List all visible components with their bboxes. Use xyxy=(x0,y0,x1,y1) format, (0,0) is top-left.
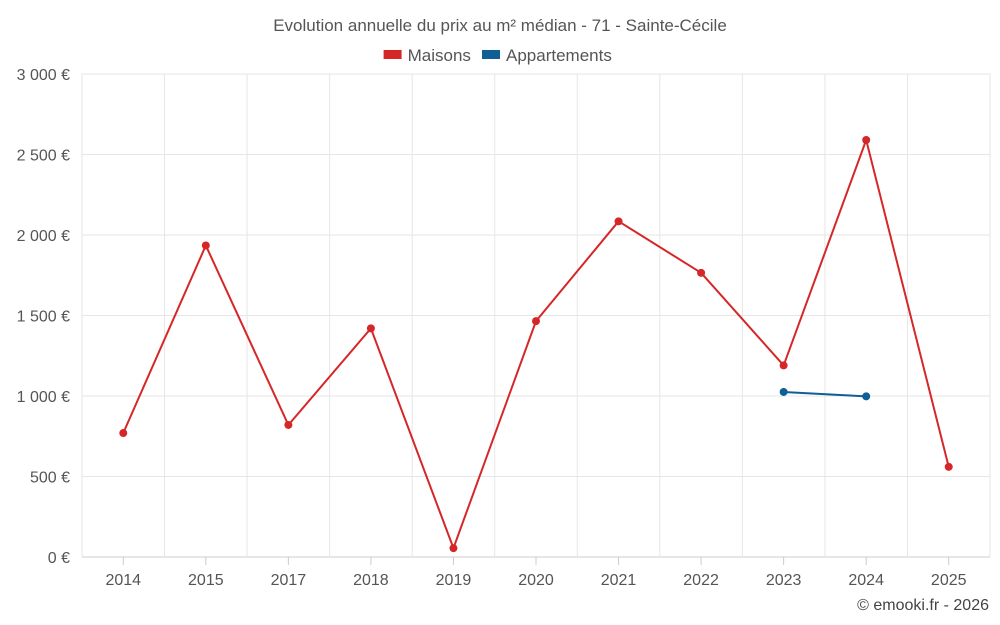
data-point-maisons[interactable] xyxy=(697,268,706,277)
y-tick-label: 0 € xyxy=(48,550,70,567)
x-tick-label: 2014 xyxy=(105,572,141,589)
chart-title: Evolution annuelle du prix au m² médian … xyxy=(273,16,727,35)
series-maisons xyxy=(119,136,953,553)
data-point-maisons[interactable] xyxy=(862,136,871,145)
legend-label: Appartements xyxy=(506,46,612,65)
data-point-maisons[interactable] xyxy=(944,462,953,471)
legend-item-maisons[interactable]: Maisons xyxy=(383,46,471,65)
x-tick-label: 2022 xyxy=(683,572,719,589)
data-point-appartements[interactable] xyxy=(779,387,788,396)
legend: Maisons Appartements xyxy=(383,46,612,65)
series-appartements xyxy=(779,387,871,401)
y-tick-label: 1 000 € xyxy=(17,389,70,406)
credit-text: © emooki.fr - 2026 xyxy=(857,597,989,614)
legend-item-appartements[interactable]: Appartements xyxy=(482,46,612,65)
y-tick-label: 2 000 € xyxy=(17,228,70,245)
legend-swatch xyxy=(383,50,402,59)
series-line-appartements xyxy=(783,390,867,398)
x-tick-label: 2025 xyxy=(931,572,967,589)
data-point-maisons[interactable] xyxy=(201,241,210,250)
x-tick-label: 2020 xyxy=(518,572,554,589)
data-point-maisons[interactable] xyxy=(532,317,540,326)
y-tick-label: 500 € xyxy=(30,470,70,487)
x-tick-label: 2023 xyxy=(766,572,802,589)
data-point-maisons[interactable] xyxy=(779,361,788,370)
legend-label: Maisons xyxy=(408,46,471,65)
x-tick-label: 2024 xyxy=(848,572,884,589)
data-point-maisons[interactable] xyxy=(366,324,375,333)
x-tick-label: 2015 xyxy=(188,572,224,589)
data-point-appartements[interactable] xyxy=(862,392,871,401)
x-tick-label: 2017 xyxy=(271,572,307,589)
data-point-maisons[interactable] xyxy=(284,420,293,429)
y-tick-label: 2 500 € xyxy=(17,148,70,165)
axes: 0 € 500 € 1 000 € 1 500 € 2 000 € 2 500 € 3 00… xyxy=(17,67,967,589)
data-point-maisons[interactable] xyxy=(449,544,458,553)
legend-swatch xyxy=(482,50,500,59)
x-tick-label: 2021 xyxy=(601,572,637,589)
grid xyxy=(81,73,991,558)
data-point-maisons[interactable] xyxy=(119,429,128,438)
series-layer xyxy=(119,136,953,553)
x-tick-label: 2019 xyxy=(436,572,472,589)
data-point-maisons[interactable] xyxy=(614,217,623,226)
y-tick-label: 3 000 € xyxy=(17,67,70,84)
y-tick-label: 1 500 € xyxy=(17,309,70,326)
x-tick-label: 2018 xyxy=(353,572,389,589)
